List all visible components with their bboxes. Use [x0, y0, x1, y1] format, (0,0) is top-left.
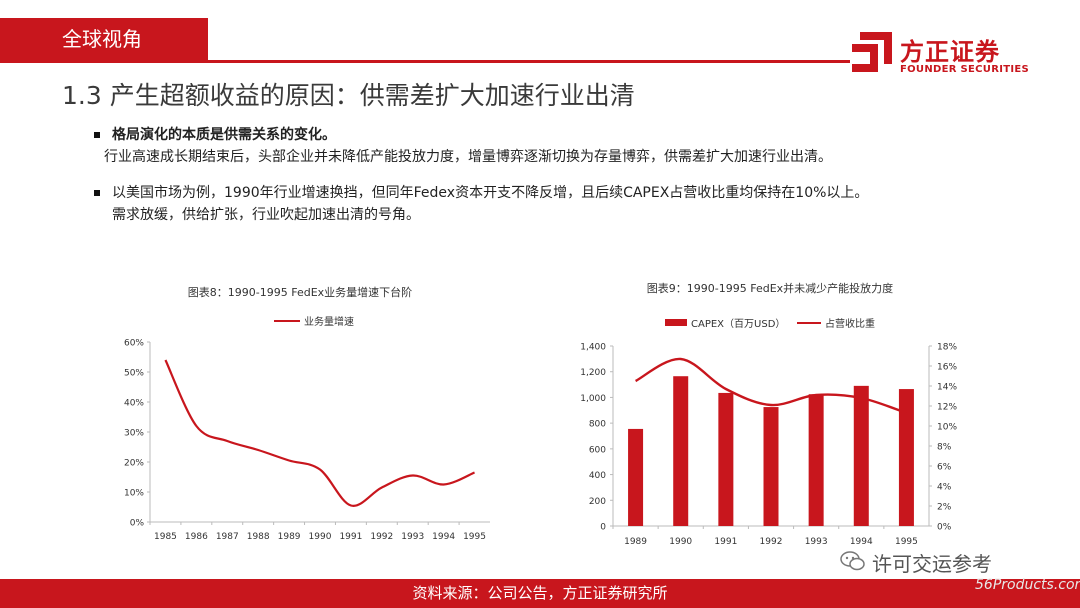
series-line-volume-growth	[164, 359, 475, 507]
page-title: 1.3 产生超额收益的原因：供需差扩大加速行业出清	[62, 81, 635, 110]
y-tick-label: 600	[589, 445, 606, 455]
x-tick-label: 1985	[154, 532, 177, 542]
y-tick-label: 20%	[124, 459, 144, 469]
founder-logo-icon	[852, 32, 892, 72]
legend-bar-swatch	[665, 319, 687, 326]
bar-capex-1994	[853, 385, 869, 526]
x-tick-label: 1994	[432, 532, 455, 542]
chart-title: 图表8：1990-1995 FedEx业务量增速下台阶	[188, 285, 412, 299]
x-tick-label: 1993	[401, 532, 424, 542]
y2-tick-label: 12%	[937, 403, 957, 413]
y2-tick-label: 0%	[937, 523, 952, 533]
x-tick-label: 1987	[216, 532, 239, 542]
y2-tick-label: 2%	[937, 503, 952, 513]
y-tick-label: 40%	[124, 399, 144, 409]
legend-label-ratio: 占营收比重	[825, 317, 875, 330]
bullet-2-text-line2: 需求放缓，供给扩张，行业吹起加速出清的号角。	[112, 207, 420, 223]
y-tick-label: 400	[589, 471, 606, 481]
y-tick-label: 50%	[124, 369, 144, 379]
source-footer: 资料来源：公司公告，方正证券研究所	[0, 579, 1080, 608]
y-tick-label: 200	[589, 497, 606, 507]
chart-title: 图表9：1990-1995 FedEx并未减少产能投放力度	[647, 281, 893, 295]
bar-capex-1989	[628, 428, 644, 526]
x-tick-label: 1988	[247, 532, 270, 542]
x-tick-label: 1995	[895, 537, 918, 547]
logo-chinese-name: 方正证券	[900, 38, 1000, 66]
x-tick-label: 1992	[760, 537, 783, 547]
y-tick-label: 30%	[124, 429, 144, 439]
bar-capex-1991	[718, 392, 734, 526]
y-tick-label: 60%	[124, 339, 144, 349]
y-tick-label: 1,400	[580, 343, 606, 353]
x-tick-label: 1986	[185, 532, 208, 542]
logo-english-name: FOUNDER SECURITIES	[900, 64, 1030, 75]
company-logo: 方正证券 FOUNDER SECURITIES	[850, 20, 1050, 80]
y2-tick-label: 4%	[937, 483, 952, 493]
y2-tick-label: 16%	[937, 363, 957, 373]
bullet-1-text: 行业高速成长期结束后，头部企业并未降低产能投放力度，增量博弈逐渐切换为存量博弈，…	[104, 149, 832, 165]
x-tick-label: 1995	[463, 532, 486, 542]
x-tick-label: 1990	[669, 537, 692, 547]
header-divider	[0, 60, 850, 63]
bullet-square-icon	[94, 190, 100, 196]
bullet-1-bold: 格局演化的本质是供需关系的变化。	[112, 127, 336, 143]
y-tick-label: 1,200	[580, 368, 606, 378]
chart-capex: 图表9：1990-1995 FedEx并未减少产能投放力度 CAPEX（百万USD…	[580, 281, 957, 547]
x-tick-label: 1992	[370, 532, 393, 542]
bullet-square-icon	[94, 132, 100, 138]
bar-capex-1993	[808, 394, 824, 526]
bullet-item-2: 以美国市场为例，1990年行业增速换挡，但同年Fedex资本开支不降反增，且后续…	[94, 182, 869, 226]
x-tick-label: 1990	[309, 532, 332, 542]
site-watermark: 56Products.com	[975, 577, 1080, 593]
x-tick-label: 1989	[624, 537, 647, 547]
y2-tick-label: 14%	[937, 383, 957, 393]
bar-capex-1990	[673, 376, 689, 526]
y-tick-label: 1,000	[580, 394, 606, 404]
bar-capex-1992	[763, 407, 779, 526]
x-tick-label: 1994	[850, 537, 873, 547]
section-tag: 全球视角	[0, 18, 208, 60]
y2-tick-label: 8%	[937, 443, 952, 453]
legend-label-capex: CAPEX（百万USD）	[691, 318, 785, 330]
y2-tick-label: 18%	[937, 343, 957, 353]
bullet-2-text: 以美国市场为例，1990年行业增速换挡，但同年Fedex资本开支不降反增，且后续…	[112, 185, 869, 201]
bullet-list: 格局演化的本质是供需关系的变化。 行业高速成长期结束后，头部企业并未降低产能投放…	[94, 124, 869, 226]
wechat-icon	[840, 551, 865, 571]
y2-tick-label: 6%	[937, 463, 952, 473]
y-tick-label: 0	[600, 523, 606, 533]
y-tick-label: 0%	[130, 519, 145, 529]
y2-tick-label: 10%	[937, 423, 957, 433]
bar-capex-1995	[898, 389, 914, 526]
y-tick-label: 800	[589, 420, 606, 430]
y-tick-label: 10%	[124, 489, 144, 499]
legend-label: 业务量增速	[304, 315, 354, 328]
x-tick-label: 1989	[278, 532, 301, 542]
series-line-revenue-ratio	[634, 357, 907, 415]
x-tick-label: 1993	[805, 537, 828, 547]
bullet-item-1: 格局演化的本质是供需关系的变化。	[94, 124, 868, 146]
x-tick-label: 1991	[339, 532, 362, 542]
x-tick-label: 1991	[714, 537, 737, 547]
wechat-watermark-text: 许可交运参考	[872, 552, 992, 576]
